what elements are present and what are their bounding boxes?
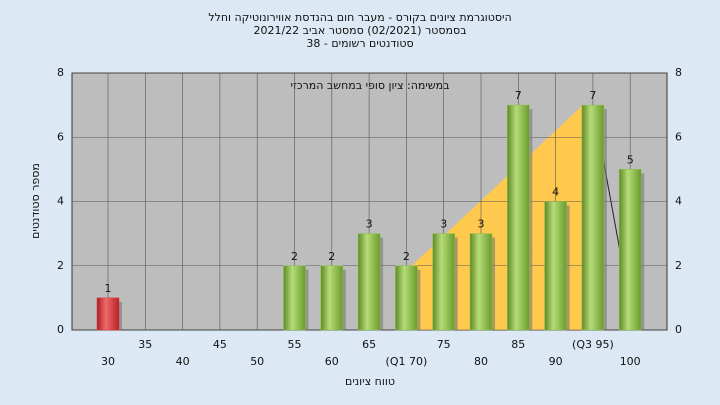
bar bbox=[581, 104, 605, 331]
x-tick-label: 80 bbox=[474, 355, 488, 368]
bar bbox=[469, 233, 493, 331]
bar bbox=[544, 201, 567, 331]
x-tick-label: 75 bbox=[437, 338, 451, 351]
x-tick-label: (Q3 95) bbox=[572, 338, 614, 351]
value-label: 3 bbox=[440, 218, 447, 231]
x-tick-label: 65 bbox=[362, 338, 376, 351]
title-line: היסטוגרמת ציונים בקורס - מעבר חום בהנדסת… bbox=[208, 11, 511, 24]
value-label: 2 bbox=[328, 250, 335, 263]
bar bbox=[357, 233, 381, 331]
y2-tick-label: 2 bbox=[675, 259, 682, 272]
value-label: 1 bbox=[105, 282, 112, 295]
x-tick-label: 40 bbox=[176, 355, 190, 368]
bar bbox=[618, 169, 642, 331]
y-tick-label: 6 bbox=[57, 130, 64, 143]
bar bbox=[320, 265, 344, 331]
x-tick-label: 55 bbox=[288, 338, 302, 351]
bar bbox=[395, 265, 418, 331]
x-tick-label: 90 bbox=[549, 355, 563, 368]
x-tick-label: 60 bbox=[325, 355, 339, 368]
title-line: סטודנטים רשומים - 38 bbox=[306, 37, 413, 50]
y-tick-label: 8 bbox=[57, 66, 64, 79]
y-tick-label: 0 bbox=[57, 323, 64, 336]
value-label: 2 bbox=[291, 250, 298, 263]
y2-tick-label: 8 bbox=[675, 66, 682, 79]
y2-tick-label: 4 bbox=[675, 195, 682, 208]
x-tick-label: 35 bbox=[138, 338, 152, 351]
value-label: 2 bbox=[403, 250, 410, 263]
bar bbox=[283, 265, 306, 331]
x-tick-label: 85 bbox=[511, 338, 525, 351]
x-tick-label: (Q1 70) bbox=[386, 355, 428, 368]
x-tick-label: 45 bbox=[213, 338, 227, 351]
y2-tick-label: 6 bbox=[675, 130, 682, 143]
bar bbox=[432, 233, 455, 331]
value-label: 3 bbox=[478, 218, 485, 231]
y-axis-label: מספר סטודנטים bbox=[29, 163, 42, 239]
x-tick-label: 50 bbox=[250, 355, 264, 368]
value-label: 7 bbox=[515, 89, 522, 102]
value-label: 7 bbox=[589, 89, 596, 102]
value-label: 5 bbox=[627, 153, 634, 166]
y-tick-label: 2 bbox=[57, 259, 64, 272]
y-tick-label: 4 bbox=[57, 195, 64, 208]
bar bbox=[96, 297, 120, 331]
x-tick-label: 100 bbox=[620, 355, 641, 368]
bar bbox=[507, 104, 530, 331]
x-tick-label: 30 bbox=[101, 355, 115, 368]
value-label: 3 bbox=[366, 218, 373, 231]
value-label: 4 bbox=[552, 186, 559, 199]
title-line: בסמסטר (02/2021) סמסטר אביב 2021/22 bbox=[253, 24, 466, 37]
x-axis-label: טווח ציונים bbox=[345, 375, 395, 388]
annotation: במשימה: ציון סופי במחשב המרכזי bbox=[290, 79, 449, 92]
y2-tick-label: 0 bbox=[675, 323, 682, 336]
